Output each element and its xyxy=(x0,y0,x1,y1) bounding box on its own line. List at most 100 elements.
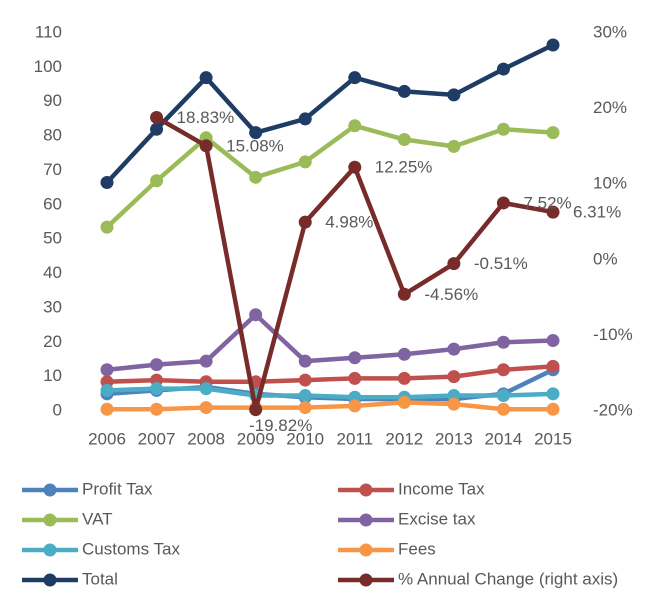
y-tick-label: 70 xyxy=(43,160,62,179)
legend-label: Total xyxy=(82,569,118,588)
point xyxy=(100,220,114,234)
point xyxy=(397,133,411,147)
legend-marker xyxy=(43,573,57,587)
point xyxy=(150,358,164,372)
point xyxy=(348,371,362,385)
point xyxy=(298,373,312,387)
point xyxy=(496,62,510,76)
point xyxy=(546,334,560,348)
point xyxy=(496,196,510,210)
point xyxy=(298,389,312,403)
data-label: 15.08% xyxy=(226,136,284,155)
y2-tick-label: 30% xyxy=(593,22,627,41)
point xyxy=(150,402,164,416)
x-tick-label: 2007 xyxy=(138,429,176,448)
data-label: 12.25% xyxy=(375,158,433,177)
point xyxy=(447,139,461,153)
x-tick-label: 2012 xyxy=(385,429,423,448)
legend-label: % Annual Change (right axis) xyxy=(398,569,618,588)
point xyxy=(496,335,510,349)
y2-tick-label: -20% xyxy=(593,400,633,419)
legend-label: VAT xyxy=(82,509,113,528)
y-tick-label: 40 xyxy=(43,263,62,282)
y-tick-label: 110 xyxy=(35,22,62,41)
point xyxy=(546,126,560,140)
x-tick-label: 2013 xyxy=(435,429,473,448)
data-label: 7.52% xyxy=(523,193,571,212)
point xyxy=(348,399,362,413)
point xyxy=(249,308,263,322)
legend-marker xyxy=(359,483,373,497)
point xyxy=(199,382,213,396)
y-tick-label: 90 xyxy=(43,91,62,110)
y2-tick-label: -10% xyxy=(593,325,633,344)
data-label: 18.83% xyxy=(177,108,235,127)
point xyxy=(397,395,411,409)
point xyxy=(199,354,213,368)
y-tick-label: 80 xyxy=(43,126,62,145)
point xyxy=(199,139,213,153)
point xyxy=(397,287,411,301)
x-tick-label: 2009 xyxy=(237,429,275,448)
data-label: -19.82% xyxy=(249,416,312,435)
point xyxy=(199,401,213,415)
series-line xyxy=(106,364,554,385)
point xyxy=(348,160,362,174)
data-label: -0.51% xyxy=(474,254,528,273)
point xyxy=(348,71,362,85)
point xyxy=(447,370,461,384)
series-line xyxy=(105,43,554,185)
y2-tick-label: 10% xyxy=(593,174,627,193)
point xyxy=(249,403,263,417)
point xyxy=(546,359,560,373)
point xyxy=(447,88,461,102)
point xyxy=(298,155,312,169)
point xyxy=(150,382,164,396)
y-tick-label: 30 xyxy=(43,297,62,316)
point xyxy=(546,402,560,416)
point xyxy=(249,170,263,184)
legend-marker xyxy=(43,483,57,497)
point xyxy=(100,175,114,189)
point xyxy=(100,402,114,416)
point xyxy=(150,110,164,124)
y-tick-label: 100 xyxy=(34,57,62,76)
legend-marker xyxy=(43,543,57,557)
data-label: -4.56% xyxy=(424,285,478,304)
point xyxy=(496,363,510,377)
data-label: 6.31% xyxy=(573,203,621,222)
point xyxy=(100,363,114,377)
point xyxy=(546,205,560,219)
series-line xyxy=(106,386,554,400)
point xyxy=(546,387,560,401)
series-line xyxy=(107,400,553,412)
point xyxy=(397,84,411,98)
point xyxy=(447,257,461,271)
y2-tick-label: 20% xyxy=(593,98,627,117)
data-label: 4.98% xyxy=(325,213,373,232)
x-tick-label: 2010 xyxy=(286,429,324,448)
point xyxy=(496,402,510,416)
point xyxy=(298,354,312,368)
legend-label: Fees xyxy=(398,539,436,558)
legend-marker xyxy=(359,513,373,527)
y-tick-label: 60 xyxy=(43,194,62,213)
y2-tick-label: 0% xyxy=(593,249,618,268)
x-tick-label: 2015 xyxy=(534,429,572,448)
point xyxy=(546,38,560,52)
point xyxy=(397,371,411,385)
point xyxy=(348,119,362,133)
y-tick-label: 50 xyxy=(43,229,62,248)
legend-label: Income Tax xyxy=(398,479,485,498)
legend-marker xyxy=(359,543,373,557)
legend-marker xyxy=(359,573,373,587)
legend-label: Profit Tax xyxy=(82,479,153,498)
x-tick-label: 2006 xyxy=(88,429,126,448)
point xyxy=(496,389,510,403)
point xyxy=(150,174,164,188)
x-tick-label: 2014 xyxy=(485,429,523,448)
legend-marker xyxy=(43,513,57,527)
y-tick-label: 10 xyxy=(43,366,62,385)
point xyxy=(397,347,411,361)
y-tick-label: 0 xyxy=(53,400,62,419)
